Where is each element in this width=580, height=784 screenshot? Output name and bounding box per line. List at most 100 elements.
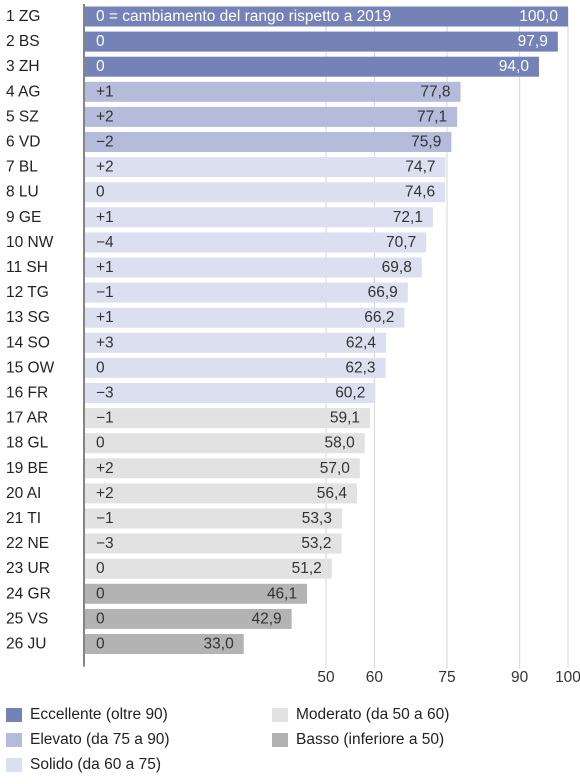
category-label: 5 SZ xyxy=(6,108,39,125)
value-label: 77,1 xyxy=(417,108,447,125)
category-label: 18 GL xyxy=(6,435,49,452)
legend-label: Moderato (da 50 a 60) xyxy=(296,706,450,723)
bar-15-ow xyxy=(85,357,386,378)
bar-11-sh xyxy=(85,257,422,278)
bar-23-ur xyxy=(85,558,332,579)
bar-6-vd xyxy=(85,132,452,152)
bar-26-ju xyxy=(85,634,244,654)
rank-change-label: +1 xyxy=(96,83,114,100)
legend-swatch xyxy=(6,758,22,772)
rank-change-label: +1 xyxy=(96,209,114,226)
rank-change-label: 0 xyxy=(96,610,105,627)
bar-21-ti xyxy=(85,508,342,529)
value-label: 66,2 xyxy=(364,309,394,326)
legend-item: Solido (da 60 a 75) xyxy=(6,754,161,776)
category-label: 14 SO xyxy=(6,334,50,351)
bar-14-so xyxy=(85,332,387,353)
category-label: 6 VD xyxy=(6,134,40,151)
category-label: 19 BE xyxy=(6,460,48,477)
category-label: 25 VS xyxy=(6,610,48,627)
x-tick-label: 100 xyxy=(555,669,580,686)
bar-16-fr xyxy=(85,383,376,403)
category-label: 20 AI xyxy=(6,485,41,502)
category-label: 1 ZG xyxy=(6,8,40,25)
rank-change-label: +2 xyxy=(96,460,114,477)
legend-label: Basso (inferiore a 50) xyxy=(296,731,445,748)
value-label: 70,7 xyxy=(386,234,416,251)
rank-change-label: 0 xyxy=(96,58,105,75)
category-label: 22 NE xyxy=(6,535,49,552)
x-tick-label: 50 xyxy=(317,669,335,686)
category-label: 7 BL xyxy=(6,159,38,176)
category-label: 2 BS xyxy=(6,33,40,50)
rank-change-annotation: 0 = cambiamento del rango rispetto a 201… xyxy=(96,8,391,25)
legend-item: Basso (inferiore a 50) xyxy=(272,729,444,751)
value-label: 42,9 xyxy=(251,610,281,627)
value-label: 60,2 xyxy=(335,385,365,402)
legend-item: Moderato (da 50 a 60) xyxy=(272,704,449,726)
value-label: 97,9 xyxy=(518,33,548,50)
bar-18-gl xyxy=(85,433,365,454)
category-label: 23 UR xyxy=(6,560,50,577)
legend-label: Elevato (da 75 a 90) xyxy=(30,731,170,748)
legend-swatch xyxy=(6,708,22,722)
value-label: 59,1 xyxy=(330,410,360,427)
bar-13-sg xyxy=(85,307,405,328)
x-tick-label: 90 xyxy=(511,669,529,686)
value-label: 94,0 xyxy=(499,58,530,75)
value-label: 56,4 xyxy=(317,485,348,502)
legend-swatch xyxy=(272,708,288,722)
rank-change-label: −4 xyxy=(96,234,114,251)
bar-9-ge xyxy=(85,207,433,228)
rank-change-label: +2 xyxy=(96,485,114,502)
rank-change-label: −1 xyxy=(96,284,114,301)
category-label: 8 LU xyxy=(6,184,39,201)
value-label: 53,3 xyxy=(302,510,332,527)
bar-1-zg xyxy=(85,6,568,27)
category-label: 3 ZH xyxy=(6,58,40,75)
category-label: 26 JU xyxy=(6,636,47,653)
bar-19-be xyxy=(85,458,360,479)
value-label: 58,0 xyxy=(325,435,356,452)
legend-swatch xyxy=(272,733,288,747)
rank-change-label: 0 xyxy=(96,184,105,201)
bar-17-ar xyxy=(85,408,371,429)
category-label: 9 GE xyxy=(6,209,41,226)
rank-change-label: 0 xyxy=(96,560,105,577)
x-tick-label: 75 xyxy=(438,669,455,686)
category-label: 15 OW xyxy=(6,359,55,376)
bar-8-lu xyxy=(85,182,446,203)
rank-change-label: 0 xyxy=(96,585,105,602)
bar-24-gr xyxy=(85,583,308,604)
value-label: 74,7 xyxy=(405,159,435,176)
rank-change-label: 0 xyxy=(96,359,105,376)
rank-change-label: 0 xyxy=(96,33,105,50)
x-tick-label: 60 xyxy=(366,669,384,686)
bar-25-vs xyxy=(85,608,292,629)
legend-label: Eccellente (oltre 90) xyxy=(30,706,168,723)
bar-20-ai xyxy=(85,483,357,504)
bar-22-ne xyxy=(85,533,342,554)
value-label: 66,9 xyxy=(368,284,398,301)
value-label: 100,0 xyxy=(519,8,558,25)
category-label: 12 TG xyxy=(6,284,49,301)
rank-change-label: −2 xyxy=(96,134,114,151)
bar-7-bl xyxy=(85,157,446,178)
legend: Eccellente (oltre 90) Elevato (da 75 a 90… xyxy=(6,704,576,780)
value-label: 74,6 xyxy=(405,184,435,201)
category-label: 16 FR xyxy=(6,385,48,402)
value-label: 72,1 xyxy=(393,209,423,226)
rank-change-label: +3 xyxy=(96,334,114,351)
bar-5-sz xyxy=(85,106,458,127)
bar-10-nw xyxy=(85,232,427,253)
legend-item: Elevato (da 75 a 90) xyxy=(6,729,170,751)
rank-change-label: −3 xyxy=(96,535,114,552)
value-label: 75,9 xyxy=(411,134,441,151)
rank-change-label: −1 xyxy=(96,410,114,427)
rank-change-label: +2 xyxy=(96,159,114,176)
value-label: 62,4 xyxy=(346,334,377,351)
category-label: 17 AR xyxy=(6,410,48,427)
value-label: 46,1 xyxy=(267,585,297,602)
category-label: 24 GR xyxy=(6,585,51,602)
value-label: 53,2 xyxy=(301,535,331,552)
